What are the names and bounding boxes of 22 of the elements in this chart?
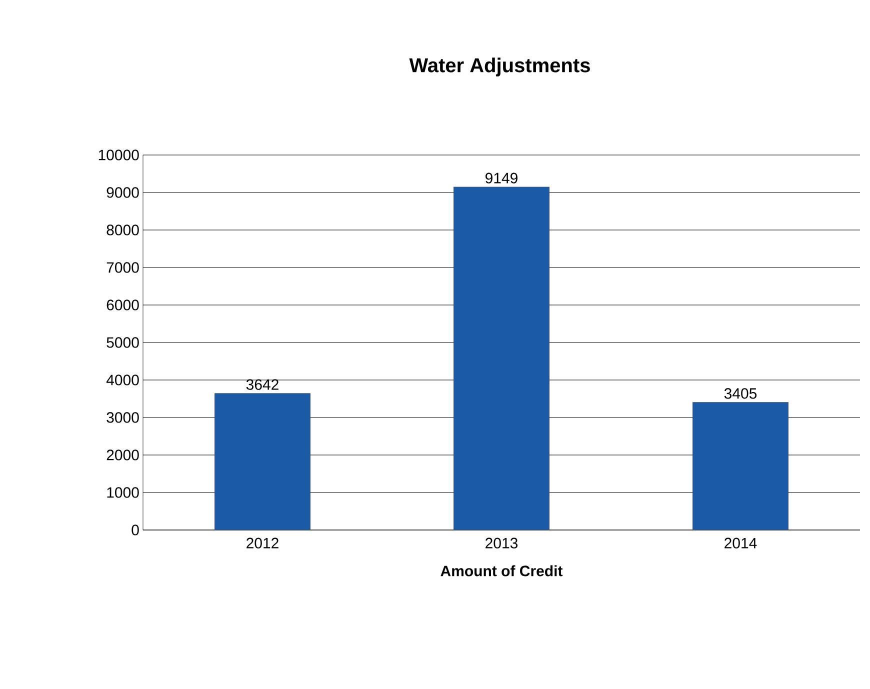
- bar: [454, 186, 550, 530]
- bar: [214, 393, 311, 530]
- y-tick-label: 4000: [106, 374, 139, 386]
- x-axis-title: Amount of Credit: [440, 565, 563, 576]
- y-tick-label: 2000: [106, 450, 139, 460]
- x-tick-label: 2013: [486, 538, 518, 548]
- y-tick-label: 8000: [106, 224, 139, 236]
- x-tick-label: 2014: [724, 538, 757, 548]
- x-tick-label: 2012: [246, 538, 278, 548]
- y-tick-label: 6000: [106, 300, 139, 310]
- y-tick-label: 5000: [106, 337, 139, 348]
- data-label: 3405: [724, 388, 757, 399]
- y-tick-label: 9000: [106, 187, 139, 198]
- bar: [692, 402, 789, 530]
- y-tick-label: 0: [132, 524, 139, 536]
- chart-title: Water Adjustments: [409, 58, 590, 76]
- y-tick-label: 3000: [106, 412, 139, 423]
- data-label: 9149: [486, 172, 518, 184]
- data-label: 3642: [246, 379, 278, 390]
- y-tick-label: 7000: [106, 262, 139, 273]
- y-tick-label: 10000: [98, 150, 139, 160]
- y-tick-label: 1000: [107, 487, 139, 498]
